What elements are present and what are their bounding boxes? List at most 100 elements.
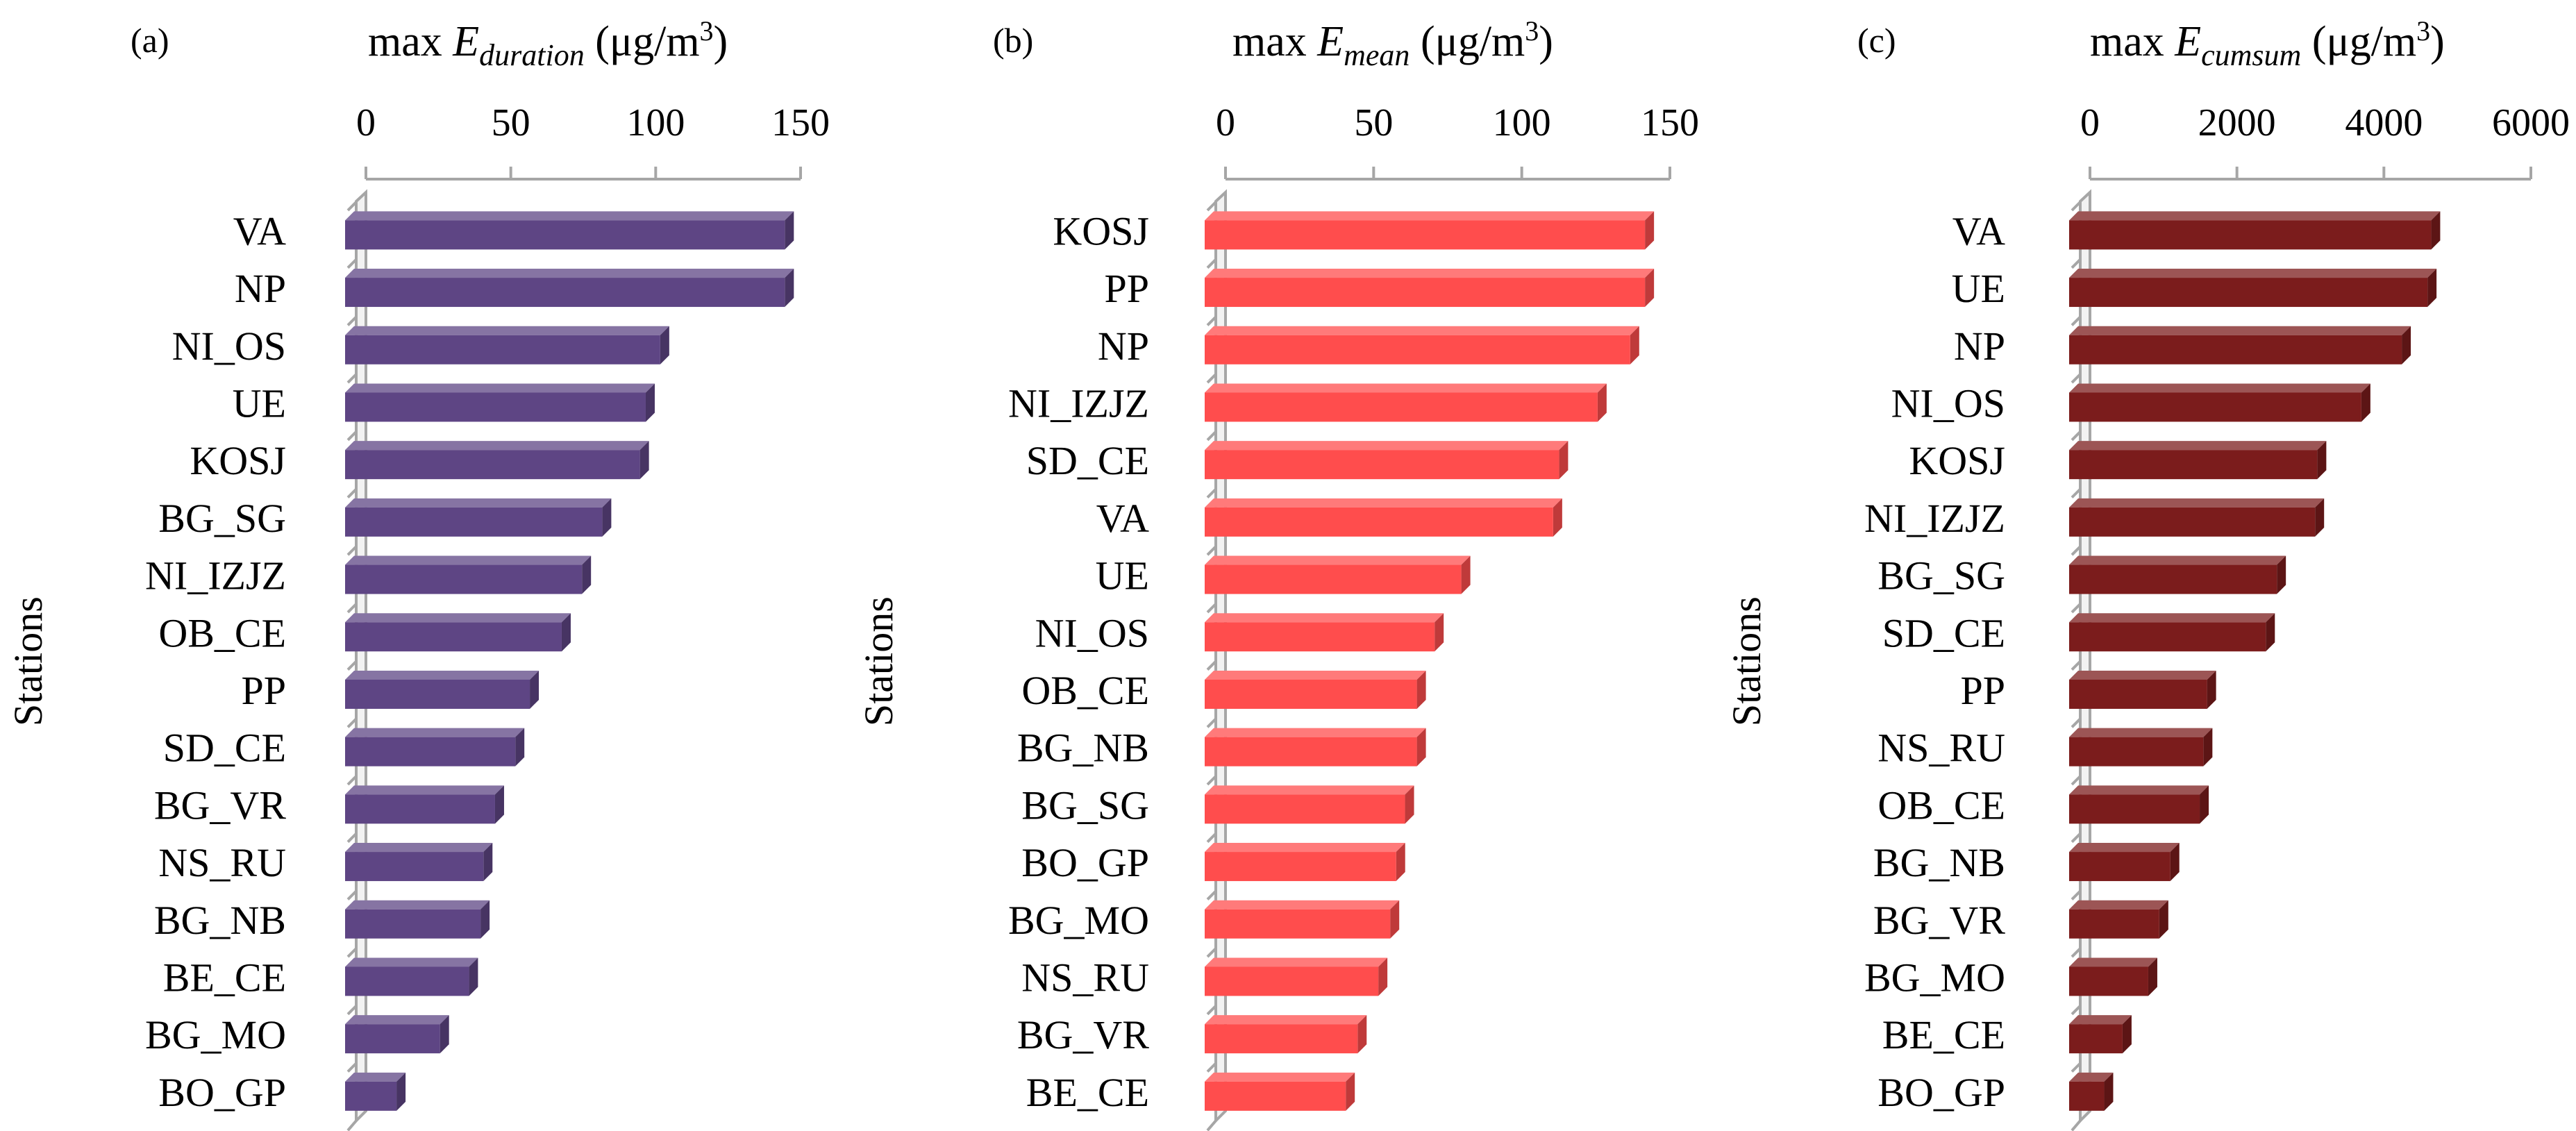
category-label: BG_NB [154, 898, 286, 943]
bar-side [1461, 555, 1471, 594]
bar-front [345, 852, 484, 882]
bar-front [2069, 679, 2207, 709]
category-label: NI_IZJZ [145, 553, 286, 598]
bar [2069, 785, 2209, 824]
bar [1205, 900, 1400, 939]
bar-top [1205, 326, 1639, 335]
bar [1205, 728, 1426, 766]
bar-top [345, 555, 592, 565]
bar-top [2069, 785, 2209, 795]
bar-front [1205, 220, 1646, 250]
category-tick [1206, 603, 1217, 614]
bar [1205, 441, 1569, 480]
bar [345, 555, 592, 594]
category-label: OB_CE [1877, 782, 2005, 828]
bar-front [1205, 450, 1559, 480]
bar-front [2069, 794, 2200, 824]
bar-top [1205, 613, 1444, 623]
bar-top [345, 326, 669, 335]
bar-top [2069, 269, 2437, 278]
category-label: UE [233, 380, 286, 426]
bar-front [345, 564, 583, 594]
bar [345, 843, 493, 882]
bar [1205, 1015, 1367, 1054]
bar-top [1205, 785, 1414, 795]
bar [345, 785, 504, 824]
bar-front [1205, 622, 1435, 652]
bar-front [345, 679, 530, 709]
bar [345, 383, 655, 422]
category-label: OB_CE [1021, 668, 1149, 713]
category-tick [1206, 545, 1217, 556]
category-tick [2071, 258, 2082, 269]
bar [2069, 900, 2168, 939]
bar-top [1205, 1015, 1367, 1025]
bar [1205, 326, 1639, 365]
category-tick [2071, 430, 2082, 442]
bar [345, 1072, 406, 1111]
category-tick [2071, 315, 2082, 326]
bar [345, 728, 525, 766]
axis-base [346, 1119, 358, 1131]
category-label: NS_RU [1021, 955, 1149, 1000]
bar-side [1396, 843, 1405, 882]
bar-top [345, 613, 571, 623]
x-tick-label: 0 [356, 101, 376, 144]
category-tick [1206, 201, 1217, 212]
bar-side [2104, 1072, 2114, 1111]
category-label: BG_SG [1021, 782, 1149, 828]
panel-label: (a) [131, 21, 169, 60]
bar-front [1205, 966, 1379, 996]
bar-front [2069, 1081, 2105, 1111]
category-label: BG_NB [1873, 840, 2005, 885]
bar-side [2402, 326, 2411, 365]
category-tick [346, 775, 358, 786]
bar-front [2069, 450, 2318, 480]
category-label: BO_GP [158, 1070, 286, 1115]
bar-top [345, 785, 504, 795]
category-tick [1206, 1062, 1217, 1073]
bar [1205, 211, 1655, 250]
y-axis-label: Stations [6, 596, 51, 726]
bar [1205, 498, 1562, 537]
bar-side [645, 383, 655, 422]
x-tick-label: 4000 [2345, 101, 2423, 144]
bar-front [345, 622, 562, 652]
bar-side [480, 900, 490, 939]
category-tick [2071, 373, 2082, 384]
panel-a: (a) max Eduration (μg/m3) Stations 0 50 100 15… [6, 15, 830, 1131]
bar-front [345, 1081, 397, 1111]
y-axis-label: Stations [856, 596, 901, 726]
bar [2069, 498, 2325, 537]
bar [1205, 1072, 1355, 1111]
category-tick [346, 660, 358, 671]
bar [1205, 785, 1414, 824]
bar-top [2069, 441, 2327, 451]
category-tick [2071, 488, 2082, 499]
bar-front [345, 737, 516, 766]
category-tick [1206, 775, 1217, 786]
category-label: BG_NB [1017, 726, 1149, 771]
bar-top [1205, 383, 1607, 393]
bar [1205, 269, 1655, 308]
bar-front [345, 966, 469, 996]
bar-front [1205, 852, 1396, 882]
category-tick [2071, 832, 2082, 844]
bar-side [2200, 785, 2209, 824]
category-label: BE_CE [1026, 1070, 1149, 1115]
bar-side [1630, 326, 1639, 365]
bar-front [2069, 1024, 2123, 1054]
category-tick [2071, 545, 2082, 556]
category-tick [346, 430, 358, 442]
bar-front [1205, 564, 1462, 594]
bar-top [1205, 498, 1562, 508]
bar-side [2203, 728, 2213, 766]
bar-top [345, 1015, 449, 1025]
bar-front [2069, 737, 2204, 766]
bar-front [1205, 1081, 1346, 1111]
panel-label: (b) [993, 21, 1033, 60]
category-label: VA [1952, 208, 2005, 253]
bar [2069, 1015, 2132, 1054]
category-label: BG_VR [154, 782, 286, 828]
